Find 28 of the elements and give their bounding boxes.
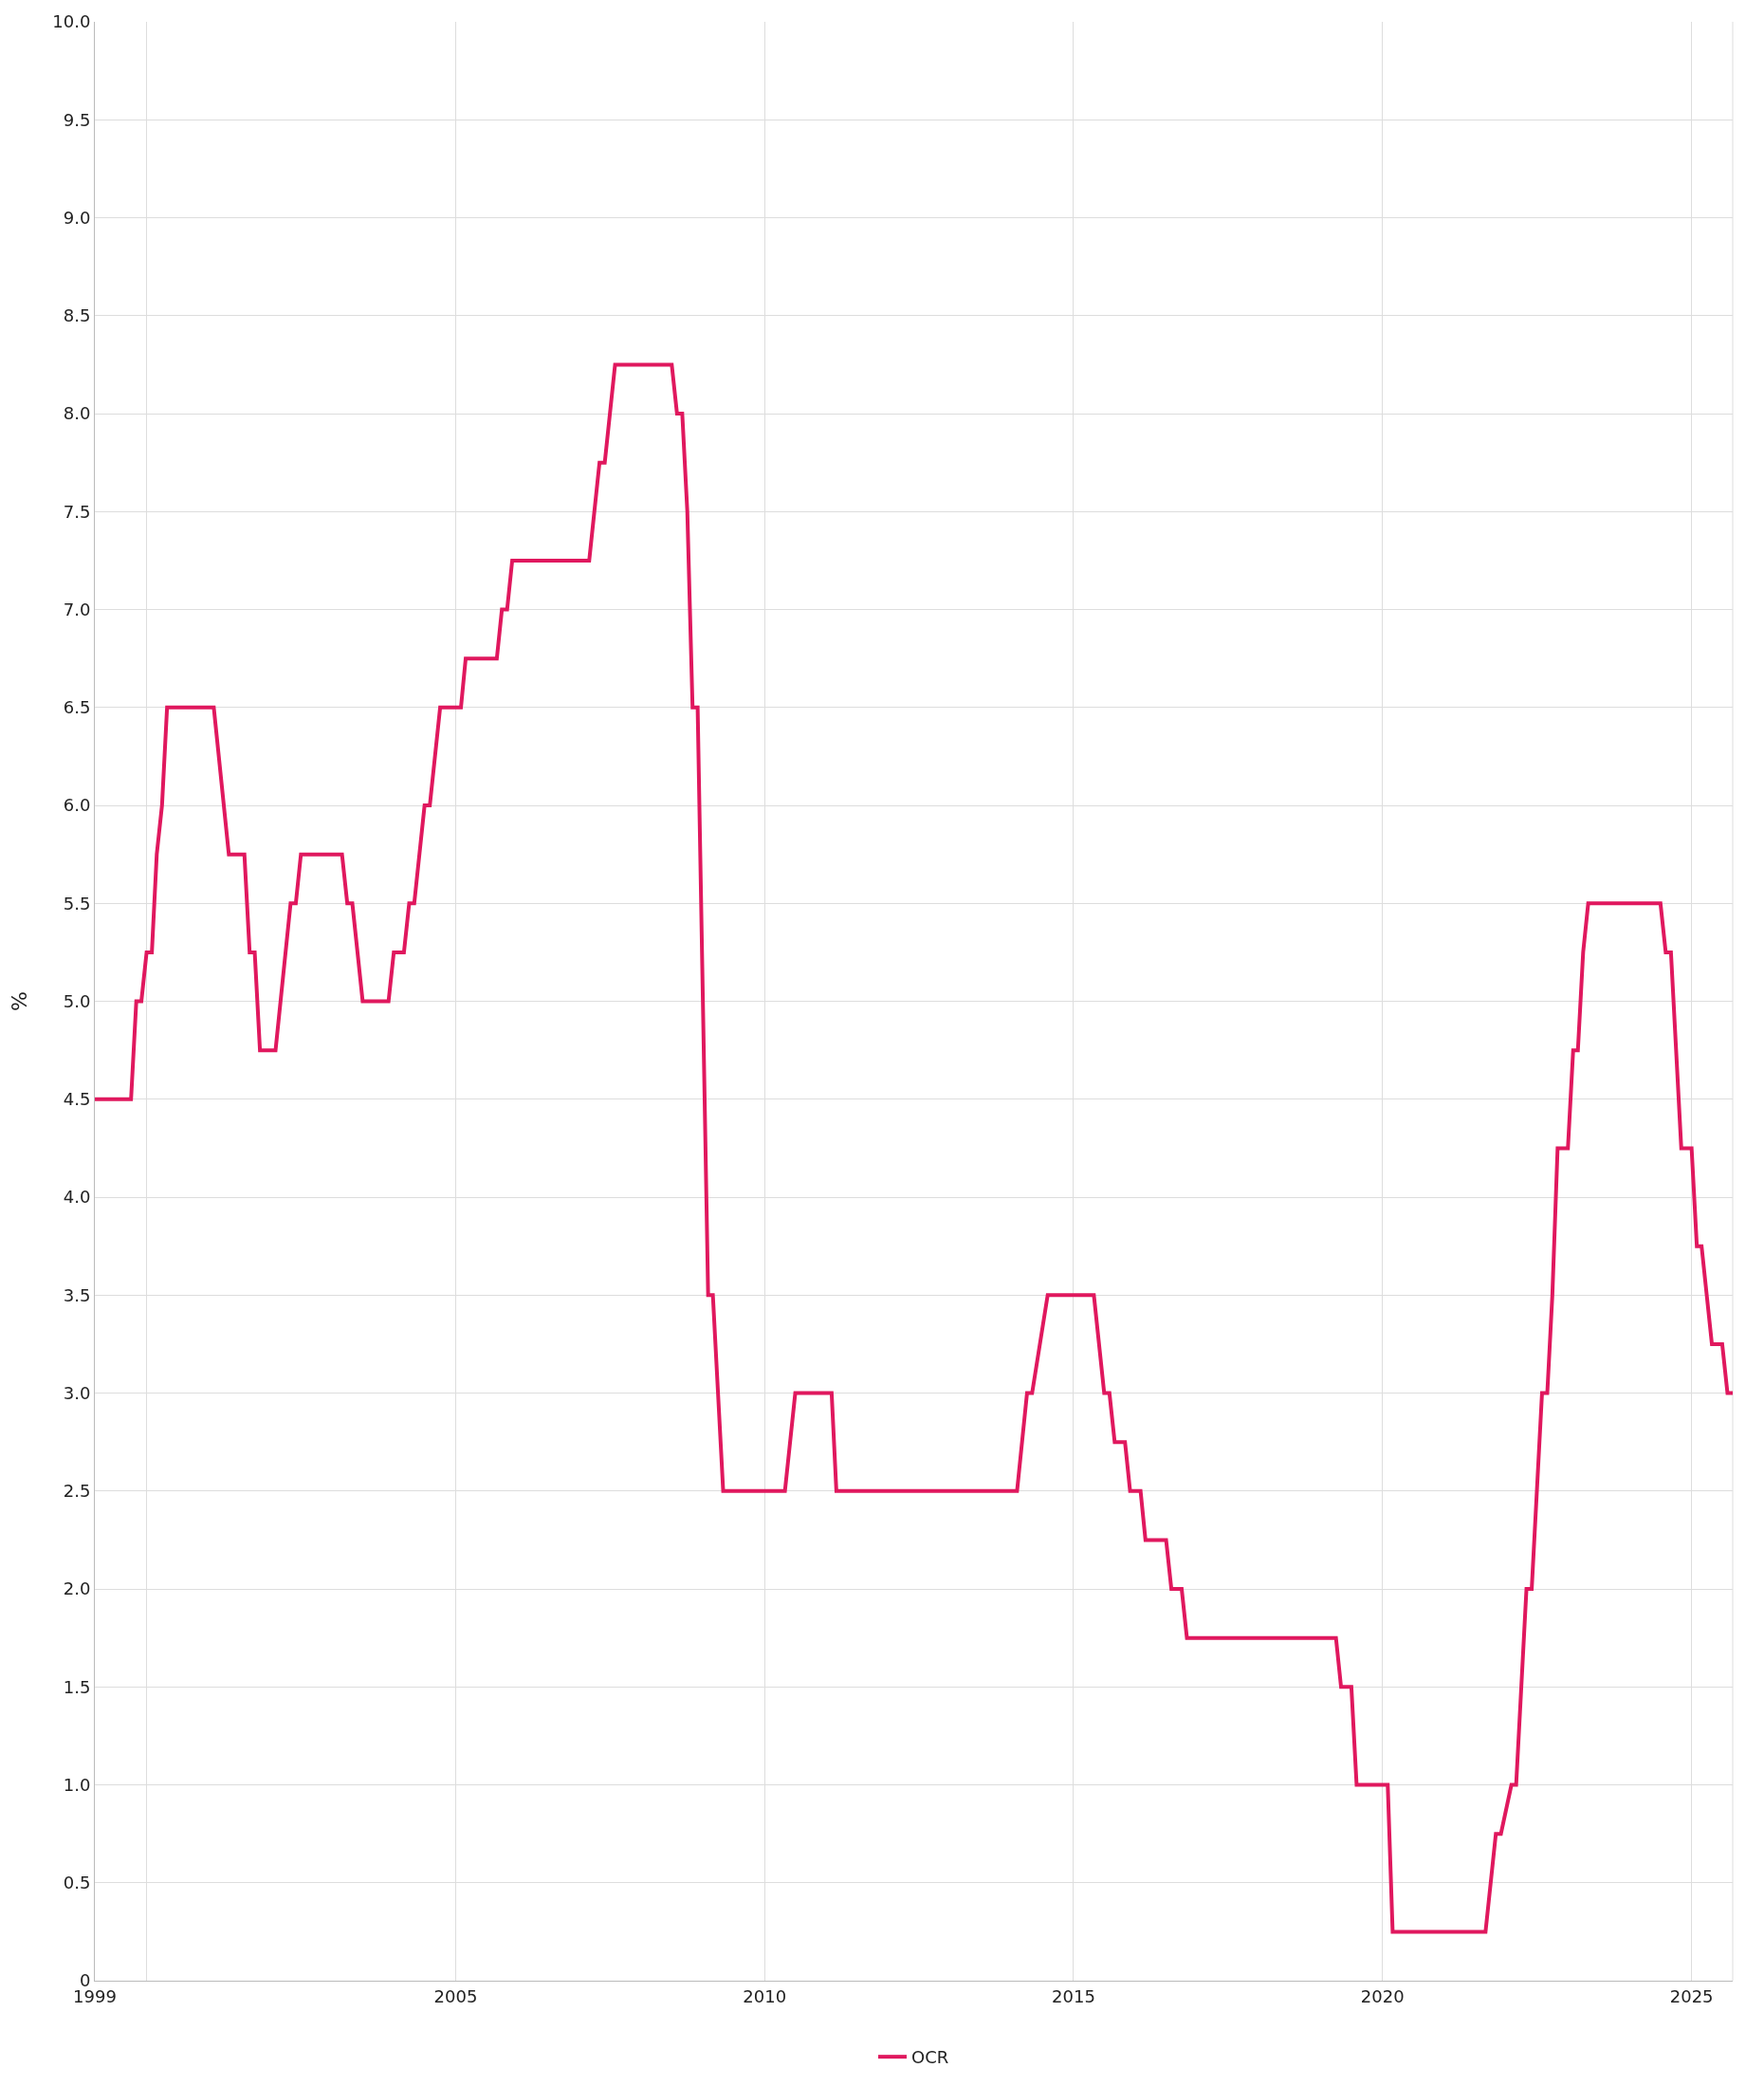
y-tick-label: 2.0 [63, 1578, 91, 1599]
y-tick-label: 9.0 [63, 207, 91, 228]
line-series [95, 362, 1733, 1934]
y-tick-label: 8.0 [63, 403, 91, 424]
x-tick-label: 2010 [743, 1985, 787, 2006]
y-tick-label: 5.5 [63, 893, 91, 914]
y-axis-title: % [8, 991, 32, 1011]
x-tick-label: 2005 [433, 1985, 478, 2006]
y-tick-label: 5.0 [63, 990, 91, 1011]
y-tick-label: 7.0 [63, 599, 91, 619]
legend-label: OCR [911, 2047, 949, 2068]
y-tick-label: 8.5 [63, 305, 91, 326]
y-tick-label: 3.0 [63, 1382, 91, 1403]
x-tick-label: 2020 [1360, 1985, 1405, 2006]
y-tick-label: 10.0 [52, 11, 91, 32]
y-tick-label: 0.5 [63, 1873, 91, 1893]
x-tick-label: 2025 [1669, 1985, 1714, 2006]
y-tick-label: 3.5 [63, 1284, 91, 1305]
y-tick-label: 6.0 [63, 795, 91, 816]
y-tick-label: 2.5 [63, 1481, 91, 1502]
y-tick-label: 1.0 [63, 1774, 91, 1795]
y-tick-label: 7.5 [63, 501, 91, 522]
y-tick-label: 9.5 [63, 109, 91, 130]
y-tick-label: 4.5 [63, 1089, 91, 1110]
y-tick-label: 1.5 [63, 1676, 91, 1697]
x-tick-label: 2015 [1052, 1985, 1095, 2006]
y-tick-label: 4.0 [63, 1187, 91, 1208]
y-tick-label: 6.5 [63, 697, 91, 718]
